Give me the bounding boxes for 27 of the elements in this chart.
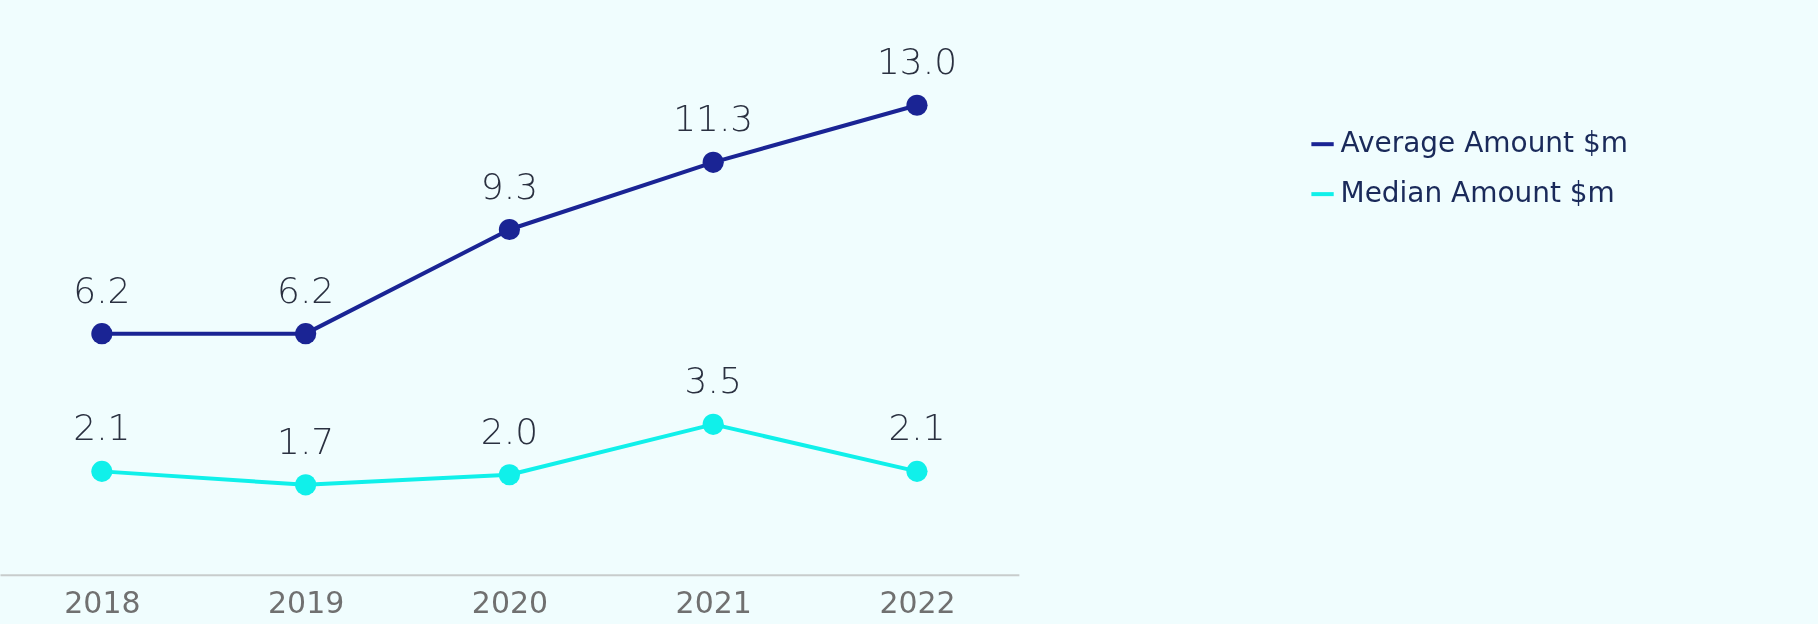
point xyxy=(91,323,113,345)
x-tick-label: 2020 xyxy=(471,585,549,621)
data-label: 9.3 xyxy=(480,165,539,207)
data-label: 2.0 xyxy=(480,410,539,452)
data-label: 6.2 xyxy=(277,269,335,311)
point xyxy=(498,218,521,241)
data-label: 13.0 xyxy=(876,41,958,83)
data-label: 6.2 xyxy=(73,269,131,311)
x-tick-label: 2022 xyxy=(879,585,956,621)
legend-label: Average Amount $m xyxy=(1340,126,1628,160)
x-tick-label: 2021 xyxy=(675,585,752,621)
point xyxy=(295,323,317,345)
data-label: 11.3 xyxy=(673,98,754,140)
point xyxy=(906,460,928,482)
point xyxy=(702,151,724,173)
x-tick-label: 2018 xyxy=(64,585,141,621)
data-label: 1.7 xyxy=(277,420,335,462)
point xyxy=(295,474,317,496)
data-label: 2.1 xyxy=(73,407,131,449)
point xyxy=(91,460,113,482)
x-tick-label: 2019 xyxy=(268,585,345,621)
data-label: 2.1 xyxy=(888,407,946,449)
point xyxy=(906,94,928,116)
data-label: 3.5 xyxy=(684,360,742,402)
point xyxy=(498,464,521,486)
point xyxy=(702,413,724,435)
legend-label: Median Amount $m xyxy=(1340,176,1615,210)
